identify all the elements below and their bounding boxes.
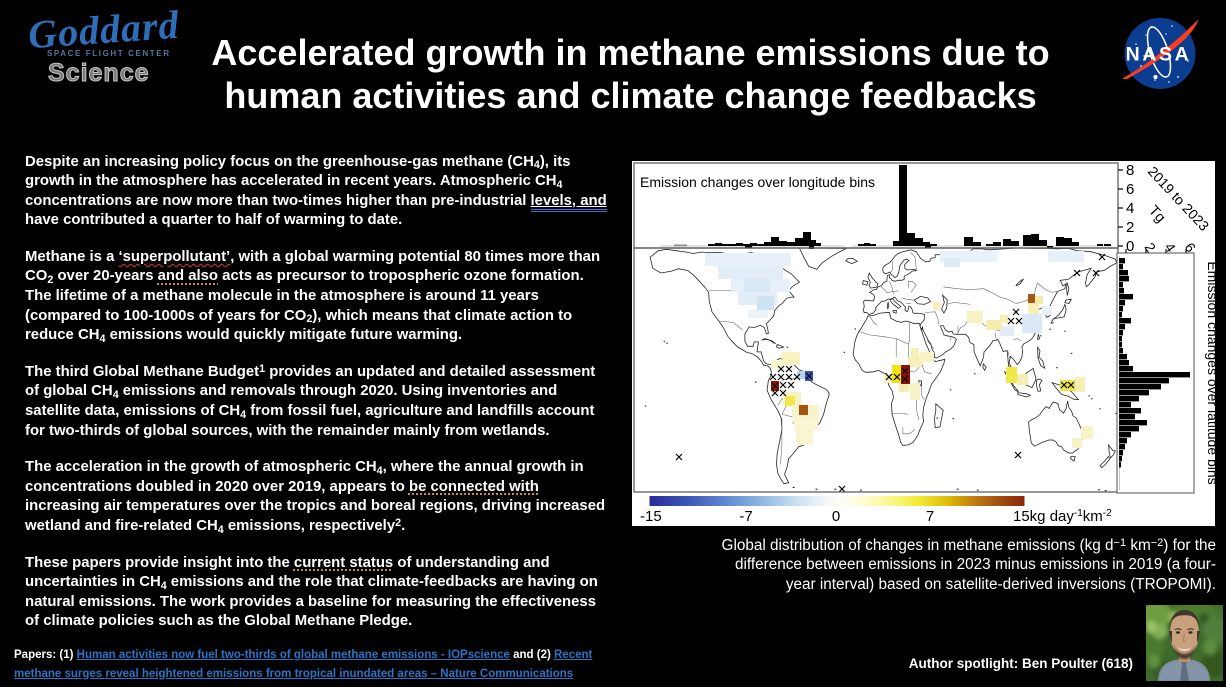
svg-text:Emission changes over latitude: Emission changes over latitude bins xyxy=(1205,261,1215,484)
svg-text:NASA: NASA xyxy=(1126,44,1192,66)
svg-text:Emission changes over longitud: Emission changes over longitude bins xyxy=(640,174,875,190)
svg-text:6: 6 xyxy=(1126,181,1134,198)
svg-text:0: 0 xyxy=(1126,238,1134,255)
svg-text:0: 0 xyxy=(832,508,840,525)
svg-text:7: 7 xyxy=(926,508,934,525)
svg-text:2: 2 xyxy=(1126,219,1134,236)
svg-text:8: 8 xyxy=(1126,162,1134,179)
svg-text:4: 4 xyxy=(1126,200,1134,217)
svg-text:-15: -15 xyxy=(640,508,662,525)
svg-text:15kg day-1km-2: 15kg day-1km-2 xyxy=(1013,508,1112,525)
svg-text:-7: -7 xyxy=(739,508,752,525)
